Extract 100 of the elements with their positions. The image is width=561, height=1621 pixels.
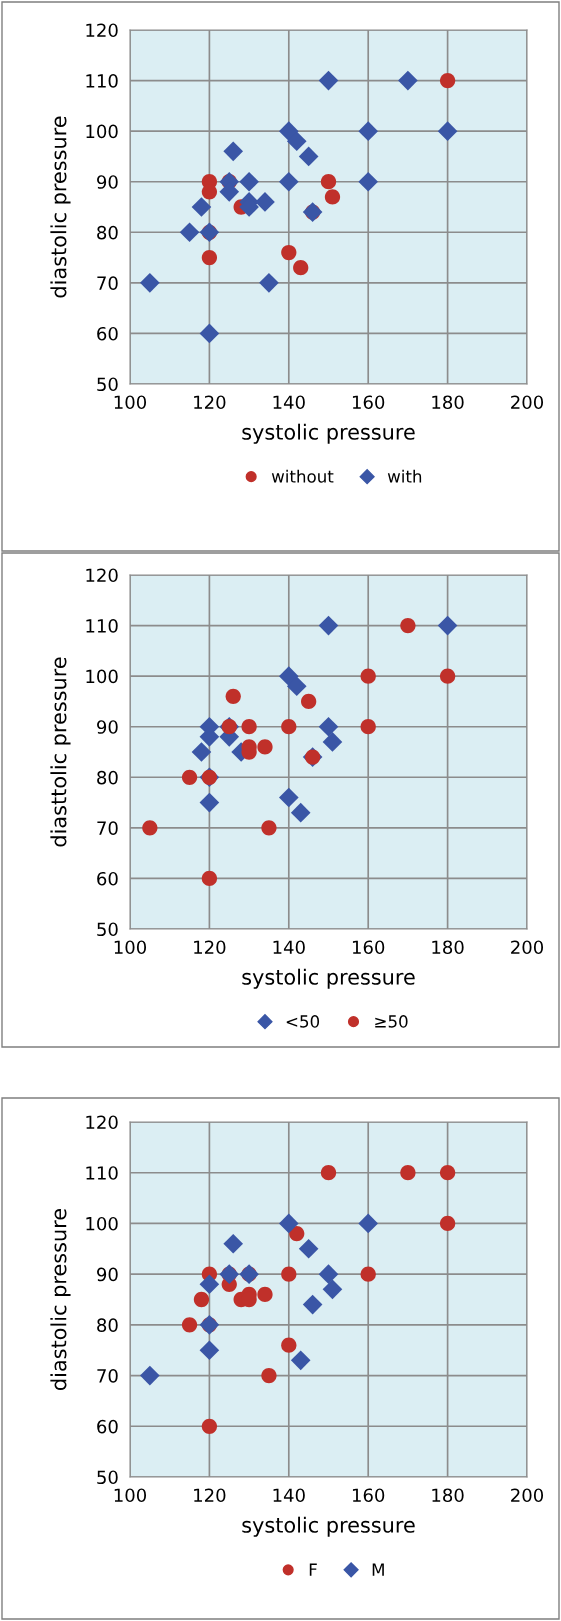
point: [278, 171, 299, 192]
legend-label: with: [387, 469, 422, 483]
point: [225, 688, 241, 705]
y-tick-label: 90: [97, 720, 118, 734]
x-tick-label: 160: [352, 395, 385, 410]
y-tick-label: 60: [97, 326, 118, 341]
point: [298, 1238, 319, 1259]
point: [358, 121, 379, 141]
x-tick-label: 140: [273, 395, 305, 410]
point: [439, 72, 456, 89]
point: [201, 184, 218, 200]
point: [223, 141, 244, 162]
point: [223, 1233, 244, 1254]
point: [140, 1365, 160, 1386]
legend-label: without: [271, 469, 334, 483]
point: [191, 197, 212, 217]
point: [201, 1418, 218, 1434]
point: [301, 693, 317, 710]
point: [298, 146, 319, 167]
x-tick-label: 180: [432, 395, 464, 410]
point: [193, 1291, 210, 1308]
x-tick-label: 200: [511, 395, 544, 410]
y-tick-label: 90: [97, 1267, 118, 1282]
point: [293, 260, 309, 276]
legend-label: F: [309, 1563, 317, 1576]
y-tick-label: 120: [86, 23, 118, 38]
x-tick-label: 100: [114, 940, 147, 955]
x-tick-label: 180: [432, 940, 464, 955]
point: [398, 70, 418, 91]
point: [358, 1213, 379, 1234]
y-tick-label: 120: [86, 1115, 118, 1130]
x-tick-label: 120: [194, 940, 226, 955]
point: [439, 1215, 456, 1232]
point: [322, 1279, 343, 1300]
point: [360, 719, 376, 735]
y-tick-label: 80: [97, 1318, 118, 1332]
point: [318, 70, 339, 91]
y-tick-label: 100: [86, 1216, 118, 1231]
point: [140, 273, 160, 293]
point: [302, 1294, 323, 1315]
y-tick-label: 70: [97, 1369, 118, 1383]
point: [257, 1286, 273, 1303]
y-axis-title: diastolic pressure: [50, 1209, 71, 1390]
point: [320, 174, 337, 190]
x-tick-label: 120: [194, 1488, 226, 1503]
point: [437, 121, 458, 141]
legend-label: <50: [286, 1015, 320, 1028]
point: [318, 615, 339, 636]
point: [322, 732, 343, 752]
point: [358, 171, 379, 192]
x-tick-label: 160: [352, 1488, 385, 1503]
y-tick-label: 110: [86, 74, 118, 88]
point: [142, 820, 158, 836]
x-axis-title: systolic pressure: [242, 968, 415, 989]
point: [259, 273, 279, 293]
point: [290, 1350, 311, 1371]
x-axis-title: systolic pressure: [242, 423, 415, 444]
point: [286, 676, 307, 697]
point: [201, 870, 218, 887]
y-tick-label: 50: [97, 922, 118, 937]
y-tick-label: 110: [86, 619, 118, 633]
y-axis-title: diasttolic pressure: [50, 657, 71, 847]
point: [241, 719, 257, 735]
point: [324, 189, 341, 205]
legend-label: M: [372, 1563, 384, 1576]
point: [239, 171, 259, 192]
point: [199, 792, 220, 813]
x-tick-label: 160: [352, 940, 385, 955]
x-tick-label: 200: [511, 940, 544, 955]
point: [257, 739, 273, 755]
point: [281, 1266, 297, 1282]
y-tick-label: 110: [86, 1166, 118, 1180]
x-tick-label: 120: [194, 395, 226, 410]
x-tick-label: 100: [114, 395, 147, 410]
y-tick-label: 80: [97, 770, 118, 785]
point: [281, 719, 297, 735]
point: [281, 244, 297, 261]
x-tick-label: 180: [432, 1488, 464, 1503]
point: [261, 820, 277, 836]
point: [289, 1225, 305, 1242]
point: [179, 222, 200, 243]
y-tick-label: 70: [97, 821, 118, 835]
y-tick-label: 80: [97, 225, 118, 240]
x-tick-label: 140: [273, 940, 305, 955]
point: [318, 1264, 339, 1284]
point: [360, 668, 376, 684]
y-tick-label: 60: [97, 1419, 118, 1434]
point: [261, 1367, 277, 1384]
y-tick-label: 60: [97, 871, 118, 886]
point: [439, 668, 456, 684]
point: [290, 802, 311, 823]
x-tick-label: 100: [114, 1488, 147, 1503]
point: [199, 1274, 220, 1295]
point: [281, 1337, 297, 1353]
y-tick-label: 100: [86, 669, 118, 684]
y-tick-label: 100: [86, 124, 118, 139]
x-tick-label: 200: [511, 1488, 544, 1503]
point: [278, 666, 299, 686]
y-tick-label: 70: [97, 276, 118, 290]
point: [437, 615, 458, 636]
